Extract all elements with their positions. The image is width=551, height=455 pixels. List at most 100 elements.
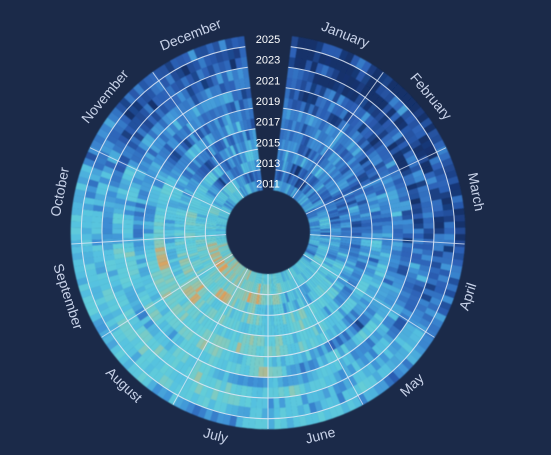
heatmap-cell [137, 193, 149, 201]
heatmap-cell [283, 344, 289, 356]
heatmap-cell [123, 144, 136, 155]
heatmap-cell [168, 152, 180, 163]
heatmap-cell [269, 273, 272, 285]
heatmap-cell [191, 404, 202, 417]
heatmap-cell [357, 202, 369, 209]
heatmap-cell [314, 153, 323, 165]
heatmap-cell [292, 67, 300, 80]
heatmap-cell [350, 130, 361, 142]
heatmap-cell [238, 164, 245, 175]
heatmap-cell [231, 262, 240, 272]
heatmap-cell [361, 366, 373, 379]
heatmap-cell [354, 93, 365, 106]
heatmap-cell [193, 297, 204, 308]
heatmap-cell [323, 375, 333, 388]
heatmap-cell [376, 263, 389, 271]
heatmap-cell [324, 364, 334, 376]
heatmap-cell [157, 149, 169, 160]
heatmap-cell [208, 208, 220, 214]
month-gridline [152, 71, 244, 199]
heatmap-cell [336, 160, 347, 171]
heatmap-cell [421, 139, 434, 150]
heatmap-cell [382, 333, 395, 345]
heatmap-cell [168, 171, 180, 181]
heatmap-cell [197, 249, 209, 255]
heatmap-cell [409, 197, 422, 205]
heatmap-cell [251, 181, 257, 193]
heatmap-cell [416, 112, 429, 124]
heatmap-cell [370, 359, 382, 372]
heatmap-cell [111, 327, 124, 339]
heatmap-cell [226, 48, 236, 60]
heatmap-cell [132, 228, 144, 234]
heatmap-cell [224, 269, 234, 279]
heatmap-cell [253, 366, 260, 378]
heatmap-cell [343, 265, 355, 273]
heatmap-cell [421, 333, 434, 345]
heatmap-cell [361, 239, 372, 244]
heatmap-cell [201, 328, 211, 340]
heatmap-cell [286, 140, 292, 152]
heatmap-cell [320, 64, 330, 77]
heatmap-cell [194, 190, 205, 198]
heatmap-cell [187, 208, 199, 214]
heatmap-cell [312, 198, 323, 207]
heatmap-cell [215, 230, 227, 233]
heatmap-cell [341, 389, 352, 402]
heatmap-cell [156, 333, 168, 345]
heatmap-cell [226, 158, 234, 169]
heatmap-cell [299, 101, 307, 113]
heatmap-cell [303, 204, 314, 212]
heatmap-cell [143, 225, 154, 230]
heatmap-cell [157, 118, 169, 130]
heatmap-cell [318, 214, 329, 219]
heatmap-cell [199, 101, 209, 113]
heatmap-cell [350, 220, 362, 225]
heatmap-cell [406, 134, 419, 145]
heatmap-cell [197, 211, 208, 217]
heatmap-cell [326, 165, 337, 176]
heatmap-cell [361, 273, 374, 282]
heatmap-cell [277, 159, 282, 171]
heatmap-cell [200, 275, 212, 285]
heatmap-cell [249, 182, 255, 193]
heatmap-cell [351, 372, 363, 385]
heatmap-cell [310, 289, 320, 300]
heatmap-cell [220, 280, 230, 290]
heatmap-cell [123, 251, 136, 258]
heatmap-cell [344, 193, 356, 201]
heatmap-cell [81, 215, 93, 223]
heatmap-cell [359, 354, 371, 367]
heatmap-cell [438, 151, 451, 162]
heatmap-cell [300, 112, 308, 124]
heatmap-cell [283, 139, 289, 151]
heatmap-cell [234, 177, 243, 188]
heatmap-cell [163, 294, 175, 304]
heatmap-cell [164, 212, 176, 218]
heatmap-cells [70, 36, 466, 430]
heatmap-cell [325, 255, 337, 262]
heatmap-cell [215, 312, 224, 324]
heatmap-cell [228, 79, 237, 92]
heatmap-cell [314, 202, 325, 210]
heatmap-cell [206, 189, 217, 198]
heatmap-cell [296, 298, 303, 310]
heatmap-cell [250, 171, 255, 182]
heatmap-cell [154, 299, 166, 310]
heatmap-cell [439, 268, 451, 278]
heatmap-cell [210, 297, 219, 308]
heatmap-cell [206, 319, 216, 331]
heatmap-cell [185, 401, 196, 414]
heatmap-cell [254, 159, 259, 171]
heatmap-cell [110, 307, 124, 319]
heatmap-cell [235, 288, 242, 299]
heatmap-cell [198, 361, 208, 374]
heatmap-cell [327, 385, 337, 398]
heatmap-cell [304, 147, 313, 159]
heatmap-cell [414, 149, 427, 160]
heatmap-cell [312, 346, 321, 359]
heatmap-cell [350, 238, 362, 243]
heatmap-cell [387, 371, 400, 384]
heatmap-cell [160, 323, 172, 334]
heatmap-cell [302, 306, 311, 318]
